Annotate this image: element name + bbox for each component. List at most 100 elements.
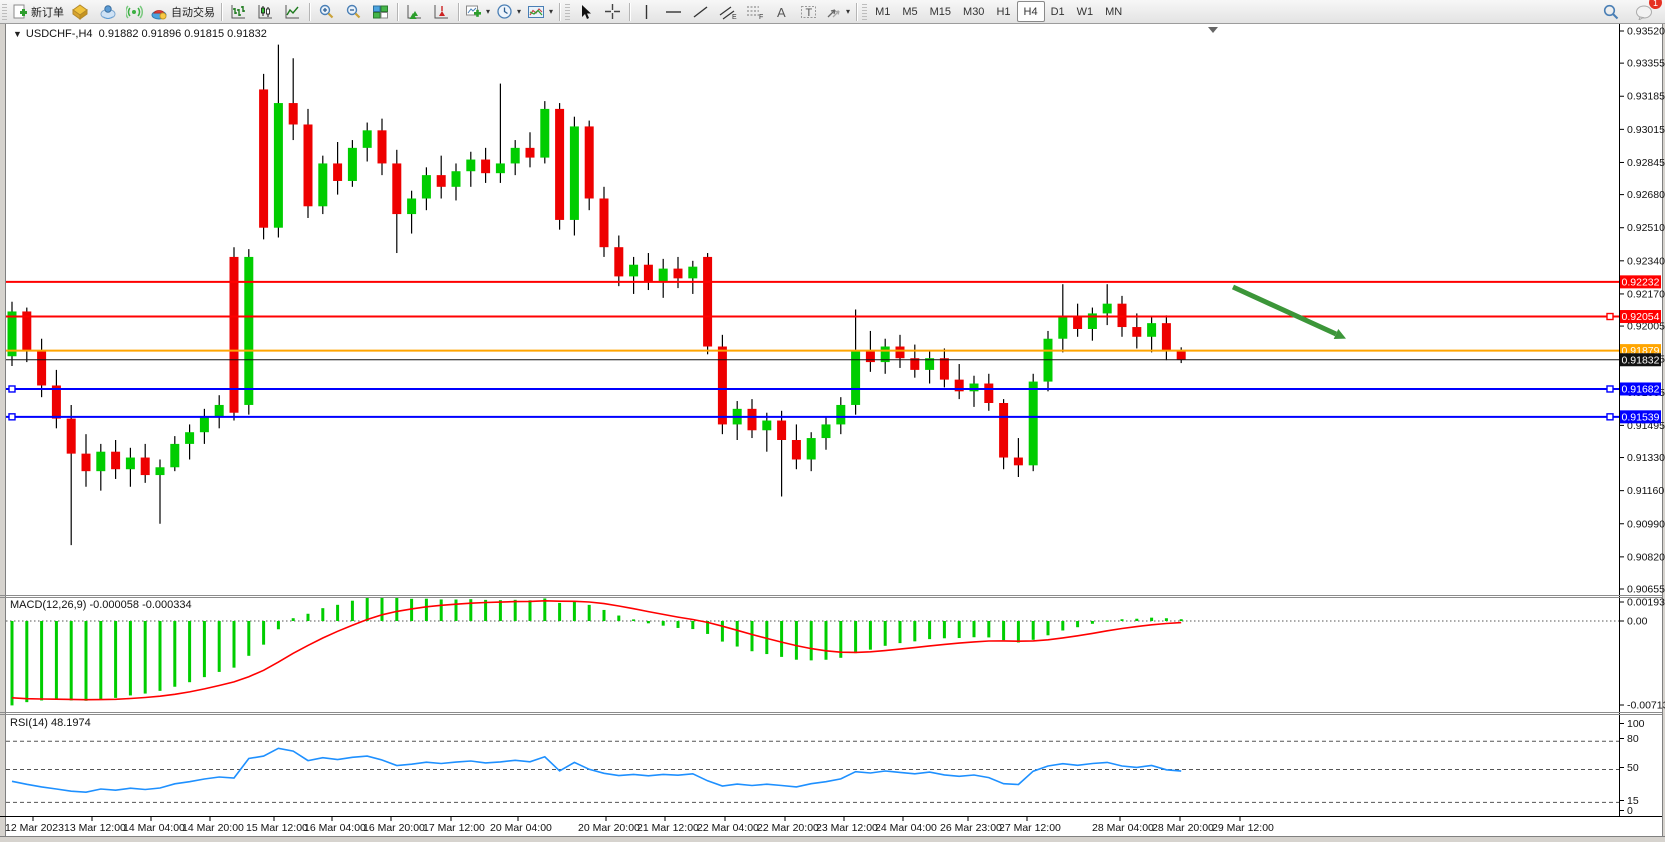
line-handle[interactable] — [1606, 312, 1614, 321]
chart-shift-marker-icon[interactable] — [1208, 27, 1218, 33]
trend-arrow-annotation[interactable] — [1231, 284, 1347, 340]
macd-bar — [484, 599, 488, 621]
chart-shift-button[interactable] — [428, 0, 455, 23]
text-button[interactable]: A — [768, 0, 795, 23]
fibonacci-button[interactable]: F — [741, 0, 768, 23]
arrows-shapes-button[interactable]: ▾ — [822, 0, 853, 23]
new-chart-button[interactable]: ▾ — [462, 0, 493, 23]
timeframe-button-w1[interactable]: W1 — [1076, 5, 1094, 18]
mql5-community-button[interactable] — [94, 0, 121, 23]
timeframe-button-m15[interactable]: M15 — [929, 5, 952, 18]
candle-body-down — [643, 264, 653, 283]
macd-bar — [114, 621, 118, 698]
candle-body-down — [599, 198, 609, 248]
crosshair-button[interactable] — [599, 0, 626, 23]
line-handle[interactable] — [8, 413, 16, 421]
bar-chart-button[interactable] — [225, 0, 252, 23]
notifications-button[interactable]: 1 — [1630, 0, 1662, 23]
price-tick-label: 0.92005 — [1627, 321, 1665, 333]
horizontal-line-button[interactable] — [660, 0, 687, 23]
signals-icon — [126, 5, 143, 18]
macd-bar — [691, 621, 695, 630]
candle-body-up — [96, 451, 106, 472]
candle-body-down — [288, 103, 298, 125]
time-tick-label: 16 Mar 20:00 — [363, 822, 425, 834]
toolbar-grip[interactable] — [565, 3, 571, 20]
macd-bar — [232, 621, 236, 668]
macd-bar — [395, 598, 399, 621]
auto-scroll-button[interactable] — [401, 0, 428, 23]
vertical-line-icon — [645, 4, 648, 19]
tile-windows-button[interactable] — [367, 0, 394, 23]
auto-trading-button[interactable]: 自动交易 — [148, 0, 218, 23]
macd-bar — [617, 615, 621, 621]
candles — [7, 44, 1186, 546]
chat-bubble-icon — [1635, 5, 1652, 20]
vertical-line-button[interactable] — [633, 0, 660, 23]
candle-body-down — [555, 108, 565, 220]
macd-bar — [794, 621, 798, 660]
rsi-line — [11, 747, 1182, 794]
timeframe-button-d1[interactable]: D1 — [1050, 5, 1065, 18]
macd-bar — [987, 621, 991, 638]
candle-body-down — [614, 247, 624, 277]
line-handle[interactable] — [1606, 385, 1614, 393]
time-tick-label: 13 Mar 12:00 — [64, 822, 126, 834]
candle-body-up — [466, 159, 476, 172]
equidistant-channel-button[interactable]: E — [714, 0, 741, 23]
candle-body-down — [229, 256, 239, 413]
symbol-dropdown-icon[interactable]: ▼ — [13, 29, 22, 39]
line-handle[interactable] — [8, 385, 16, 393]
time-tick-label: 29 Mar 12:00 — [1212, 822, 1274, 834]
zoom-out-button[interactable] — [340, 0, 367, 23]
candle-body-down — [140, 457, 150, 476]
candle-body-down — [1161, 323, 1171, 351]
line-handle[interactable] — [1606, 413, 1614, 421]
timeframe-button-m30[interactable]: M30 — [963, 5, 985, 18]
toolbar-grip[interactable] — [2, 3, 7, 20]
market-icon — [72, 3, 88, 20]
candlestick-chart-button[interactable] — [252, 0, 279, 23]
timeframe-button-m5[interactable]: M5 — [902, 5, 918, 18]
templates-button[interactable]: ▾ — [524, 0, 556, 23]
toolbar-grip[interactable] — [862, 3, 868, 20]
price-tick-label: 0.92510 — [1627, 222, 1665, 234]
signals-button[interactable] — [121, 0, 148, 23]
toolbar-separator — [856, 2, 858, 21]
ohlc-values: 0.91882 0.91896 0.91815 0.91832 — [98, 28, 267, 40]
cursor-button[interactable] — [572, 0, 599, 23]
svg-text:0.91832: 0.91832 — [1622, 354, 1660, 366]
chart-symbol-title: ▼ USDCHF-,H4 0.91882 0.91896 0.91815 0.91… — [13, 28, 267, 40]
candle-body-down — [717, 346, 727, 425]
toolbar-separator — [309, 2, 310, 21]
timeframe-button-m1[interactable]: M1 — [875, 5, 891, 18]
periods-button[interactable]: ▾ — [493, 0, 524, 23]
macd-bar — [321, 608, 325, 621]
time-tick-label: 22 Mar 04:00 — [697, 822, 759, 834]
timeframe-button-h1[interactable]: H1 — [996, 5, 1011, 18]
zoom-in-button[interactable] — [313, 0, 340, 23]
trendline-button[interactable] — [687, 0, 714, 23]
candle-body-down — [66, 418, 76, 454]
pane-separator-1[interactable] — [0, 595, 1662, 598]
timeframe-button-h4[interactable]: H4 — [1016, 1, 1045, 22]
macd-bar — [291, 618, 295, 621]
new-order-button[interactable]: 新订单 — [9, 0, 67, 23]
macd-bar — [1076, 621, 1080, 628]
timeframe-button-mn[interactable]: MN — [1105, 5, 1123, 18]
text-label-button[interactable]: T — [795, 0, 822, 23]
search-button[interactable] — [1597, 0, 1624, 23]
macd-bar — [469, 599, 473, 621]
mql5-market-button[interactable] — [67, 0, 94, 23]
macd-bar — [1120, 619, 1124, 621]
pane-separator-2[interactable] — [0, 712, 1662, 715]
macd-bar — [957, 621, 961, 639]
macd-bar — [158, 621, 162, 691]
line-chart-button[interactable] — [279, 0, 306, 23]
macd-bar — [143, 621, 147, 694]
macd-bar — [706, 621, 710, 634]
macd-bar — [1002, 621, 1006, 641]
rsi-scale-label: 80 — [1627, 733, 1639, 745]
candle-body-down — [37, 350, 47, 386]
